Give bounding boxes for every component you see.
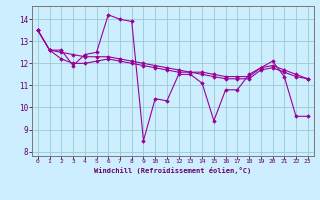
X-axis label: Windchill (Refroidissement éolien,°C): Windchill (Refroidissement éolien,°C) — [94, 167, 252, 174]
